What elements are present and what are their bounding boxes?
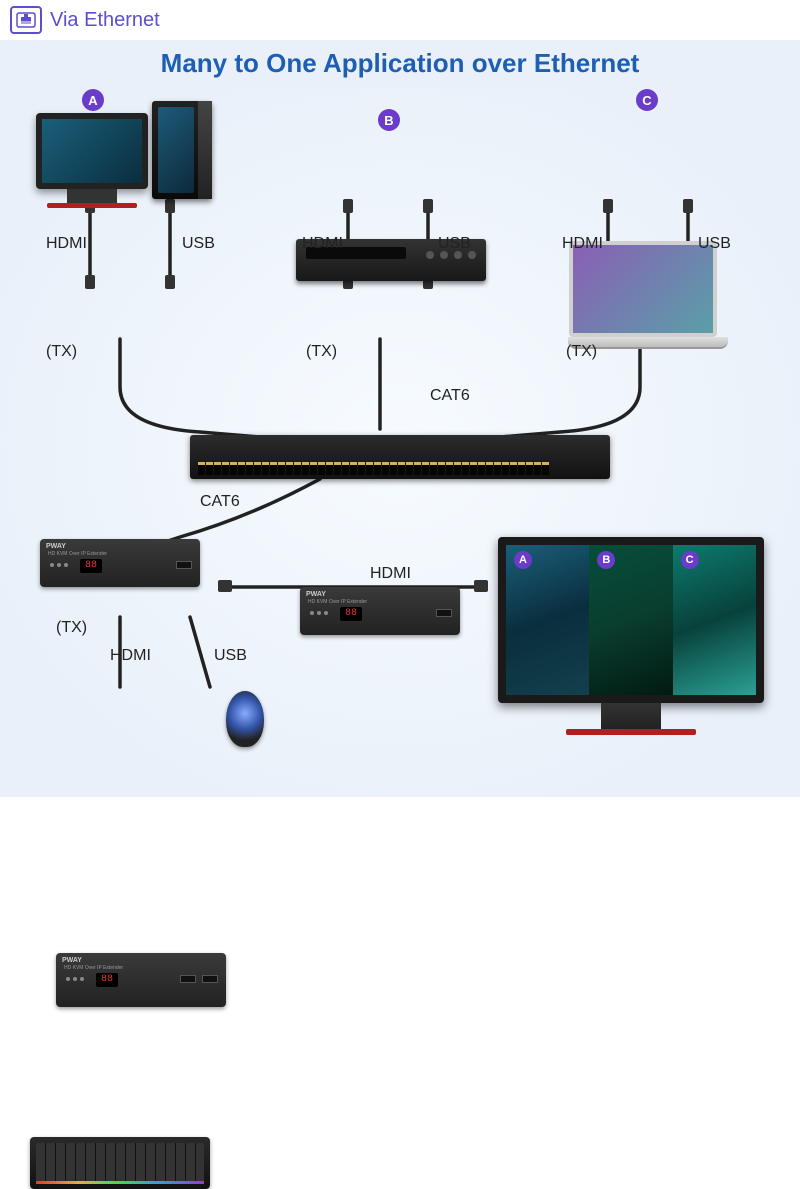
label-hdmi-out: HDMI bbox=[370, 565, 411, 583]
label-cat6-bottom: CAT6 bbox=[200, 493, 240, 511]
label-tx-b: (TX) bbox=[306, 343, 337, 361]
page-title: Many to One Application over Ethernet bbox=[0, 40, 800, 87]
label-tx-a: (TX) bbox=[46, 343, 77, 361]
keyboard bbox=[30, 1137, 210, 1189]
via-ethernet-label: Via Ethernet bbox=[50, 9, 160, 32]
label-tx-rx: (TX) bbox=[56, 619, 87, 637]
kvm-rx: PWAY HD KVM Over IP Extender 88 bbox=[56, 953, 226, 1007]
ethernet-icon bbox=[10, 6, 42, 34]
network-switch bbox=[190, 435, 610, 479]
output-monitor: ABC bbox=[498, 537, 764, 735]
kvm-tx-a: PWAY HD KVM Over IP Extender 88 bbox=[40, 539, 200, 587]
source-a-monitor bbox=[36, 113, 148, 208]
badge-b: B bbox=[378, 109, 400, 131]
diagram-area: A B C HDMI USB HDMI USB HDMI USB PWAY HD… bbox=[0, 87, 800, 797]
label-tx-c: (TX) bbox=[566, 343, 597, 361]
badge-a: A bbox=[82, 89, 104, 111]
mouse bbox=[226, 691, 264, 747]
label-usb-c: USB bbox=[698, 235, 731, 253]
label-hdmi-b: HDMI bbox=[302, 235, 343, 253]
label-hdmi-a: HDMI bbox=[46, 235, 87, 253]
label-usb-mouse: USB bbox=[214, 647, 247, 665]
badge-c: C bbox=[636, 89, 658, 111]
label-hdmi-c: HDMI bbox=[562, 235, 603, 253]
label-hdmi-kb: HDMI bbox=[110, 647, 151, 665]
kvm-tx-b: PWAY HD KVM Over IP Extender 88 bbox=[300, 587, 460, 635]
label-cat6-top: CAT6 bbox=[430, 387, 470, 405]
header-bar: Via Ethernet bbox=[0, 0, 800, 40]
source-c-laptop bbox=[568, 241, 718, 349]
label-usb-a: USB bbox=[182, 235, 215, 253]
source-a-tower bbox=[152, 101, 212, 199]
label-usb-b: USB bbox=[438, 235, 471, 253]
